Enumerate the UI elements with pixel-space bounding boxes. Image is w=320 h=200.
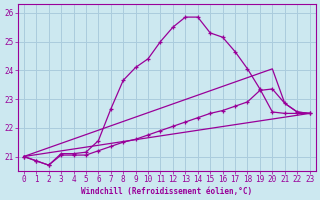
- X-axis label: Windchill (Refroidissement éolien,°C): Windchill (Refroidissement éolien,°C): [81, 187, 252, 196]
